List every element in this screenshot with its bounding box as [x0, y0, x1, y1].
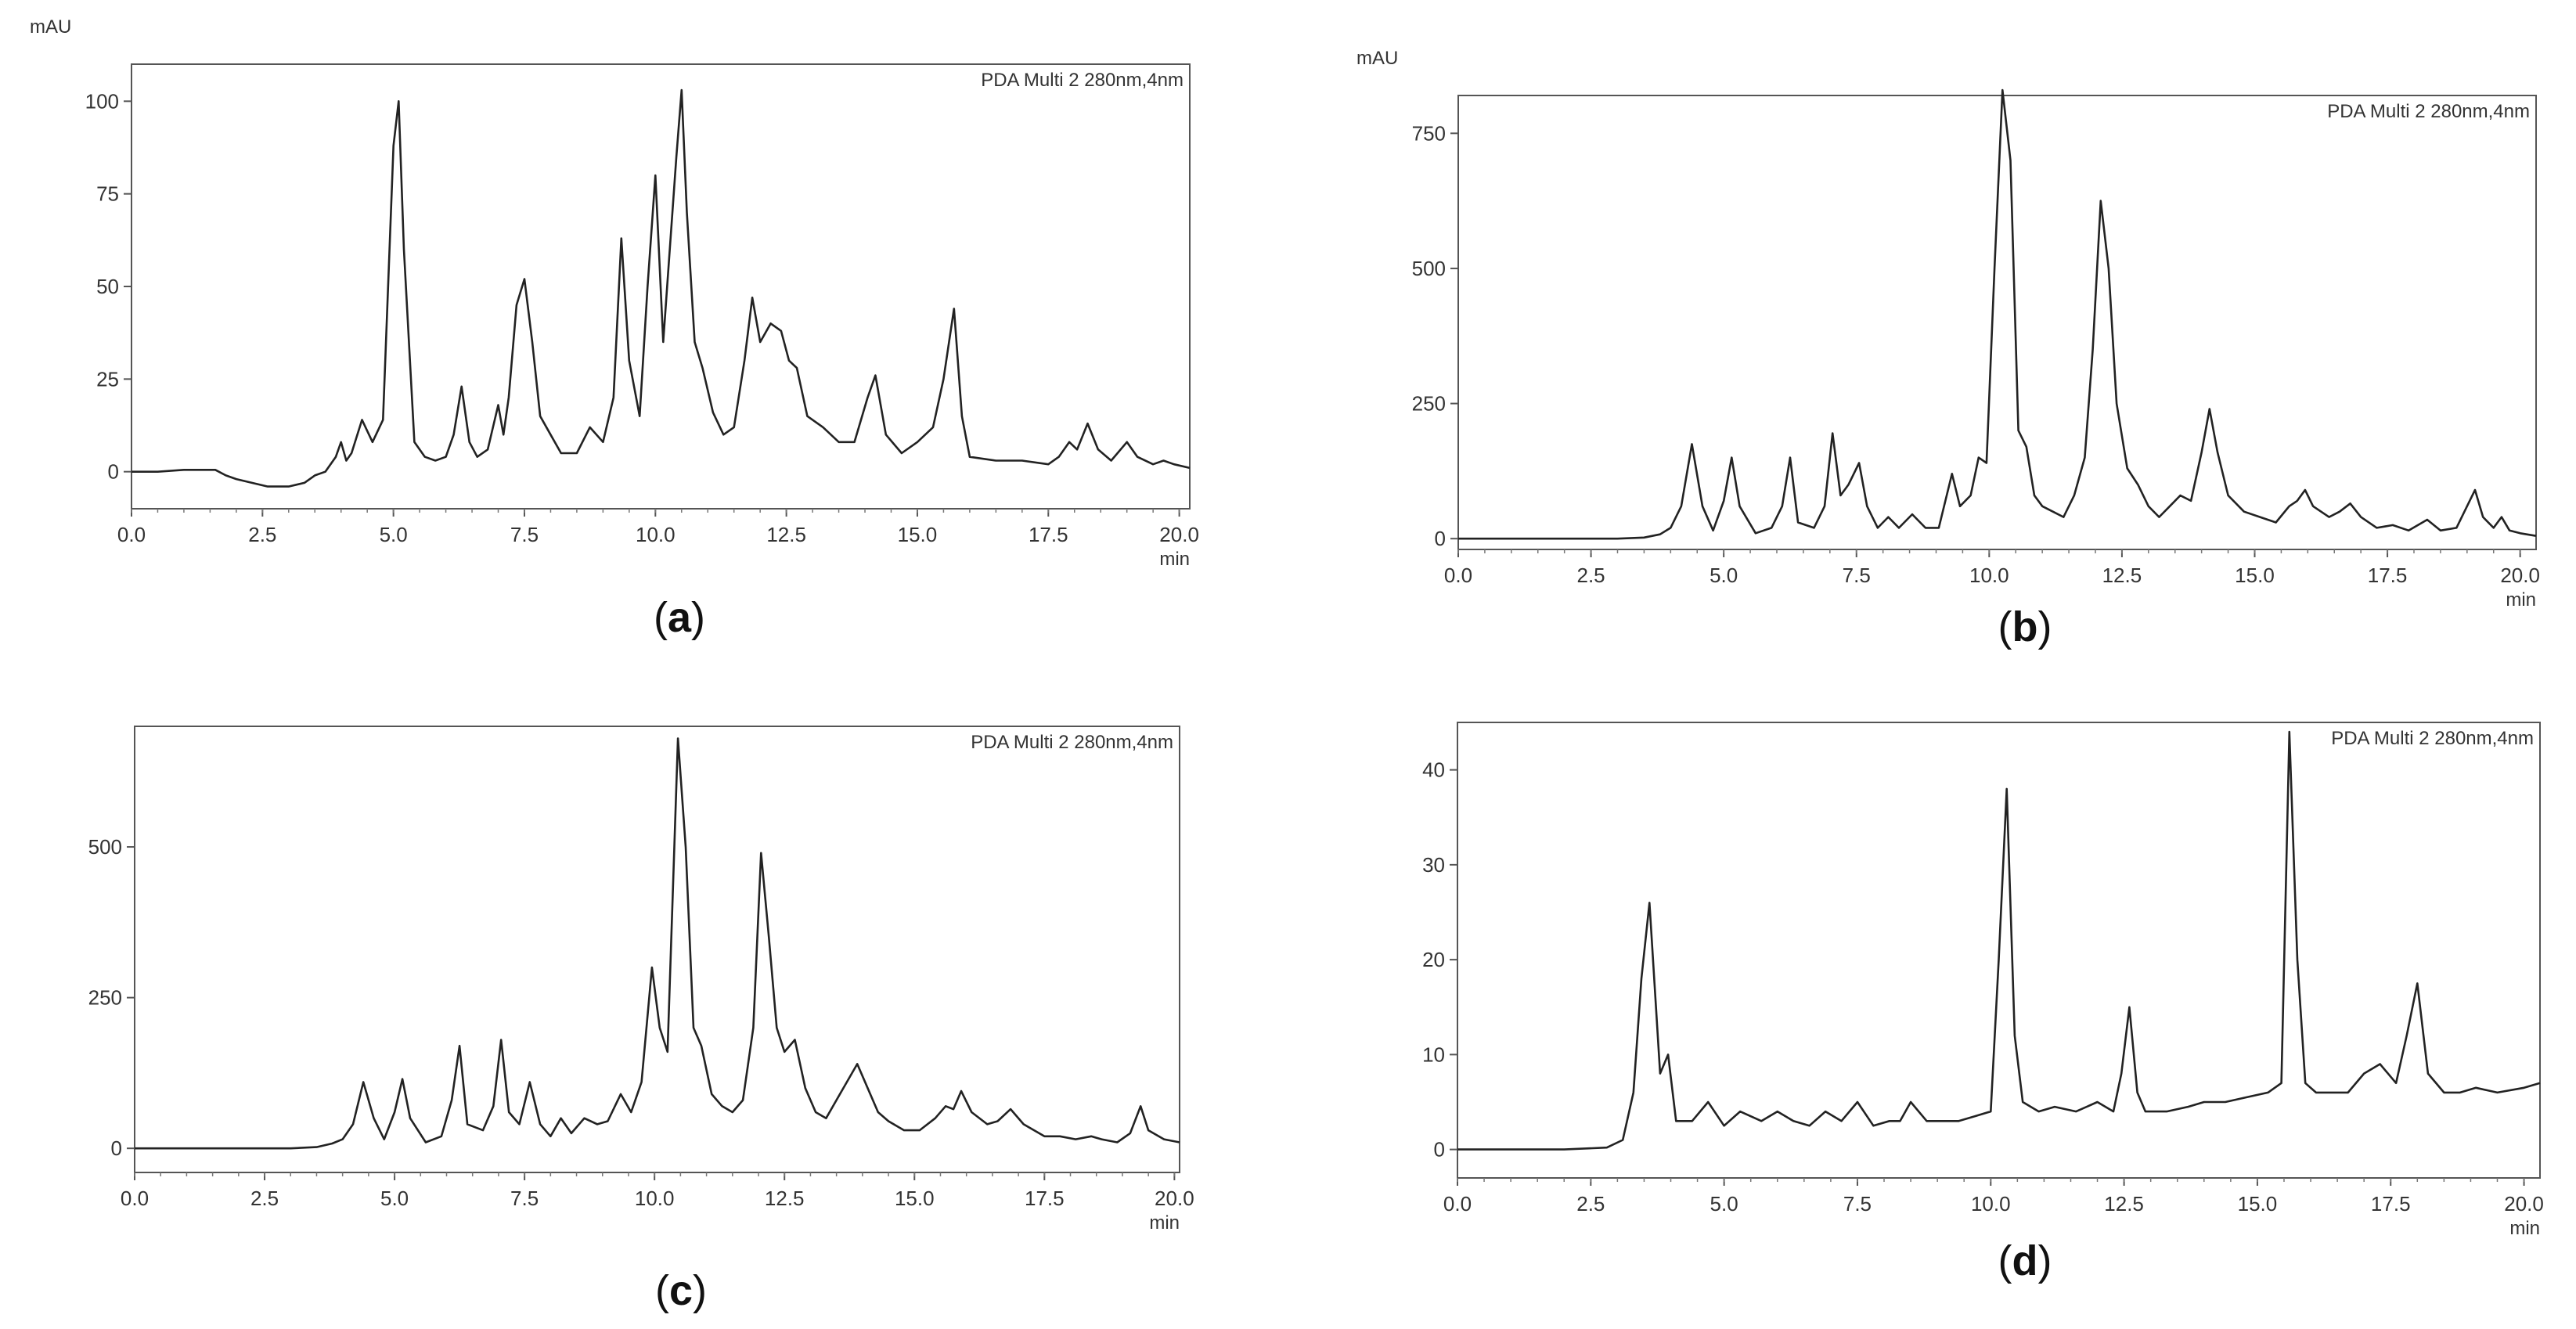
- x-tick-label: 5.0: [380, 1187, 409, 1210]
- x-tick-label: 2.5: [250, 1187, 279, 1210]
- x-tick-label: 2.5: [1577, 564, 1605, 587]
- y-tick-label: 50: [96, 275, 119, 298]
- y-tick-label: 0: [1434, 1138, 1445, 1162]
- x-tick-label: 5.0: [1710, 564, 1738, 587]
- chromatogram-trace: [135, 737, 1180, 1150]
- y-tick-label: 100: [85, 89, 119, 113]
- y-tick-label: 40: [1422, 758, 1445, 782]
- x-tick-label: 7.5: [1843, 1192, 1872, 1216]
- x-tick-label: 12.5: [2102, 564, 2142, 587]
- x-tick-label: 10.0: [1971, 1192, 2011, 1216]
- x-tick-label: 20.0: [2504, 1192, 2544, 1216]
- panel-label-b: (b): [1998, 603, 2052, 650]
- x-tick-label: 10.0: [636, 523, 676, 546]
- y-tick-label: 500: [1412, 257, 1446, 280]
- x-axis-label: min: [1159, 549, 1190, 570]
- y-axis-label: mAU: [30, 16, 71, 38]
- x-tick-label: 15.0: [898, 523, 938, 546]
- x-tick-label: 15.0: [2235, 564, 2275, 587]
- x-tick-label: 5.0: [380, 523, 408, 546]
- y-tick-label: 250: [88, 986, 122, 1010]
- chromatogram-b: 0 250 500 750 0.0 2.5 5.0 7.5 10.0 12.5 15.0 17.5 20…: [1356, 48, 2540, 610]
- panel-label-d: (d): [1998, 1237, 2052, 1284]
- x-axis-label: min: [2506, 589, 2536, 610]
- x-tick-label: 2.5: [248, 523, 276, 546]
- chromatogram-c: 0 250 500 0.0 2.5 5.0 7.5 10.0 12.5 15.0 17.5 20.0m…: [88, 726, 1194, 1234]
- x-tick-label: 20.0: [1155, 1187, 1194, 1210]
- x-axis-label: min: [2509, 1218, 2540, 1239]
- chart-panel-c: 0 250 500 0.0 2.5 5.0 7.5 10.0 12.5 15.0 17.5 20.0 m…: [0, 664, 1288, 1329]
- x-tick-label: 17.5: [2371, 1192, 2411, 1216]
- x-tick-label: 2.5: [1576, 1192, 1605, 1216]
- y-tick-label: 0: [108, 460, 119, 484]
- chromatogram-a: 0 25 50 75 100 0.0 2.5 5.0 7.5 10.0 12.5 15.0 17.5 20…: [30, 16, 1199, 570]
- y-tick-label: 500: [88, 835, 122, 859]
- x-tick-label: 5.0: [1710, 1192, 1738, 1216]
- legend-text: PDA Multi 2 280nm,4nm: [981, 70, 1184, 91]
- x-tick-label: 12.5: [765, 1187, 805, 1210]
- chart-panel-b: 0 250 500 750 0.0 2.5 5.0 7.5 10.0 12.5 15.0 17.5 20…: [1288, 0, 2576, 664]
- y-tick-label: 75: [96, 182, 119, 206]
- plot-frame: [134, 726, 1180, 1173]
- legend-text: PDA Multi 2 280nm,4nm: [2327, 101, 2530, 122]
- x-tick-label: 7.5: [1843, 564, 1871, 587]
- x-tick-label: 7.5: [510, 523, 539, 546]
- x-tick-label: 17.5: [1029, 523, 1068, 546]
- chromatogram-trace: [1457, 730, 2541, 1151]
- x-tick-label: 20.0: [1159, 523, 1199, 546]
- x-tick-label: 0.0: [1443, 1192, 1472, 1216]
- y-tick-label: 250: [1412, 392, 1446, 416]
- x-axis-label: min: [1149, 1212, 1180, 1234]
- x-tick-label: 0.0: [1444, 564, 1472, 587]
- y-tick-label: 30: [1422, 853, 1445, 877]
- x-tick-label: 0.0: [117, 523, 146, 546]
- y-tick-label: 0: [1435, 527, 1446, 550]
- panel-label-a: (a): [653, 594, 705, 641]
- y-tick-label: 20: [1422, 948, 1445, 971]
- x-tick-label: 10.0: [1969, 564, 2009, 587]
- legend-text: PDA Multi 2 280nm,4nm: [2331, 728, 2534, 749]
- x-tick-label: 15.0: [895, 1187, 935, 1210]
- x-tick-label: 12.5: [766, 523, 806, 546]
- x-tick-label: 17.5: [2368, 564, 2408, 587]
- x-tick-label: 12.5: [2104, 1192, 2144, 1216]
- chromatogram-d: 0 10 20 30 40 0.0 2.5 5.0 7.5 10.0 12.5 15.0 17.5 20.…: [1422, 722, 2544, 1239]
- plot-frame: [1457, 95, 2537, 550]
- x-tick-label: 7.5: [510, 1187, 539, 1210]
- y-tick-label: 750: [1412, 121, 1446, 145]
- panel-label-c: (c): [654, 1267, 707, 1314]
- x-tick-label: 10.0: [635, 1187, 675, 1210]
- x-tick-label: 20.0: [2500, 564, 2540, 587]
- chart-panel-d: 0 10 20 30 40 0.0 2.5 5.0 7.5 10.0 12.5 15.0 17.5 20.…: [1288, 664, 2576, 1329]
- x-tick-label: 15.0: [2238, 1192, 2278, 1216]
- chromatogram-trace: [1458, 88, 2537, 540]
- y-tick-label: 25: [96, 367, 119, 391]
- chart-panel-a: 0 25 50 75 100 0.0 2.5 5.0 7.5 10.0 12.5 15.0 17.5 20…: [0, 0, 1288, 664]
- x-tick-label: 17.5: [1025, 1187, 1065, 1210]
- y-tick-label: 0: [111, 1136, 122, 1160]
- plot-frame: [1457, 722, 2541, 1179]
- y-axis-label: mAU: [1356, 48, 1398, 69]
- x-tick-label: 0.0: [121, 1187, 149, 1210]
- legend-text: PDA Multi 2 280nm,4nm: [971, 732, 1173, 753]
- y-tick-label: 10: [1422, 1043, 1445, 1066]
- chromatogram-trace: [132, 88, 1191, 488]
